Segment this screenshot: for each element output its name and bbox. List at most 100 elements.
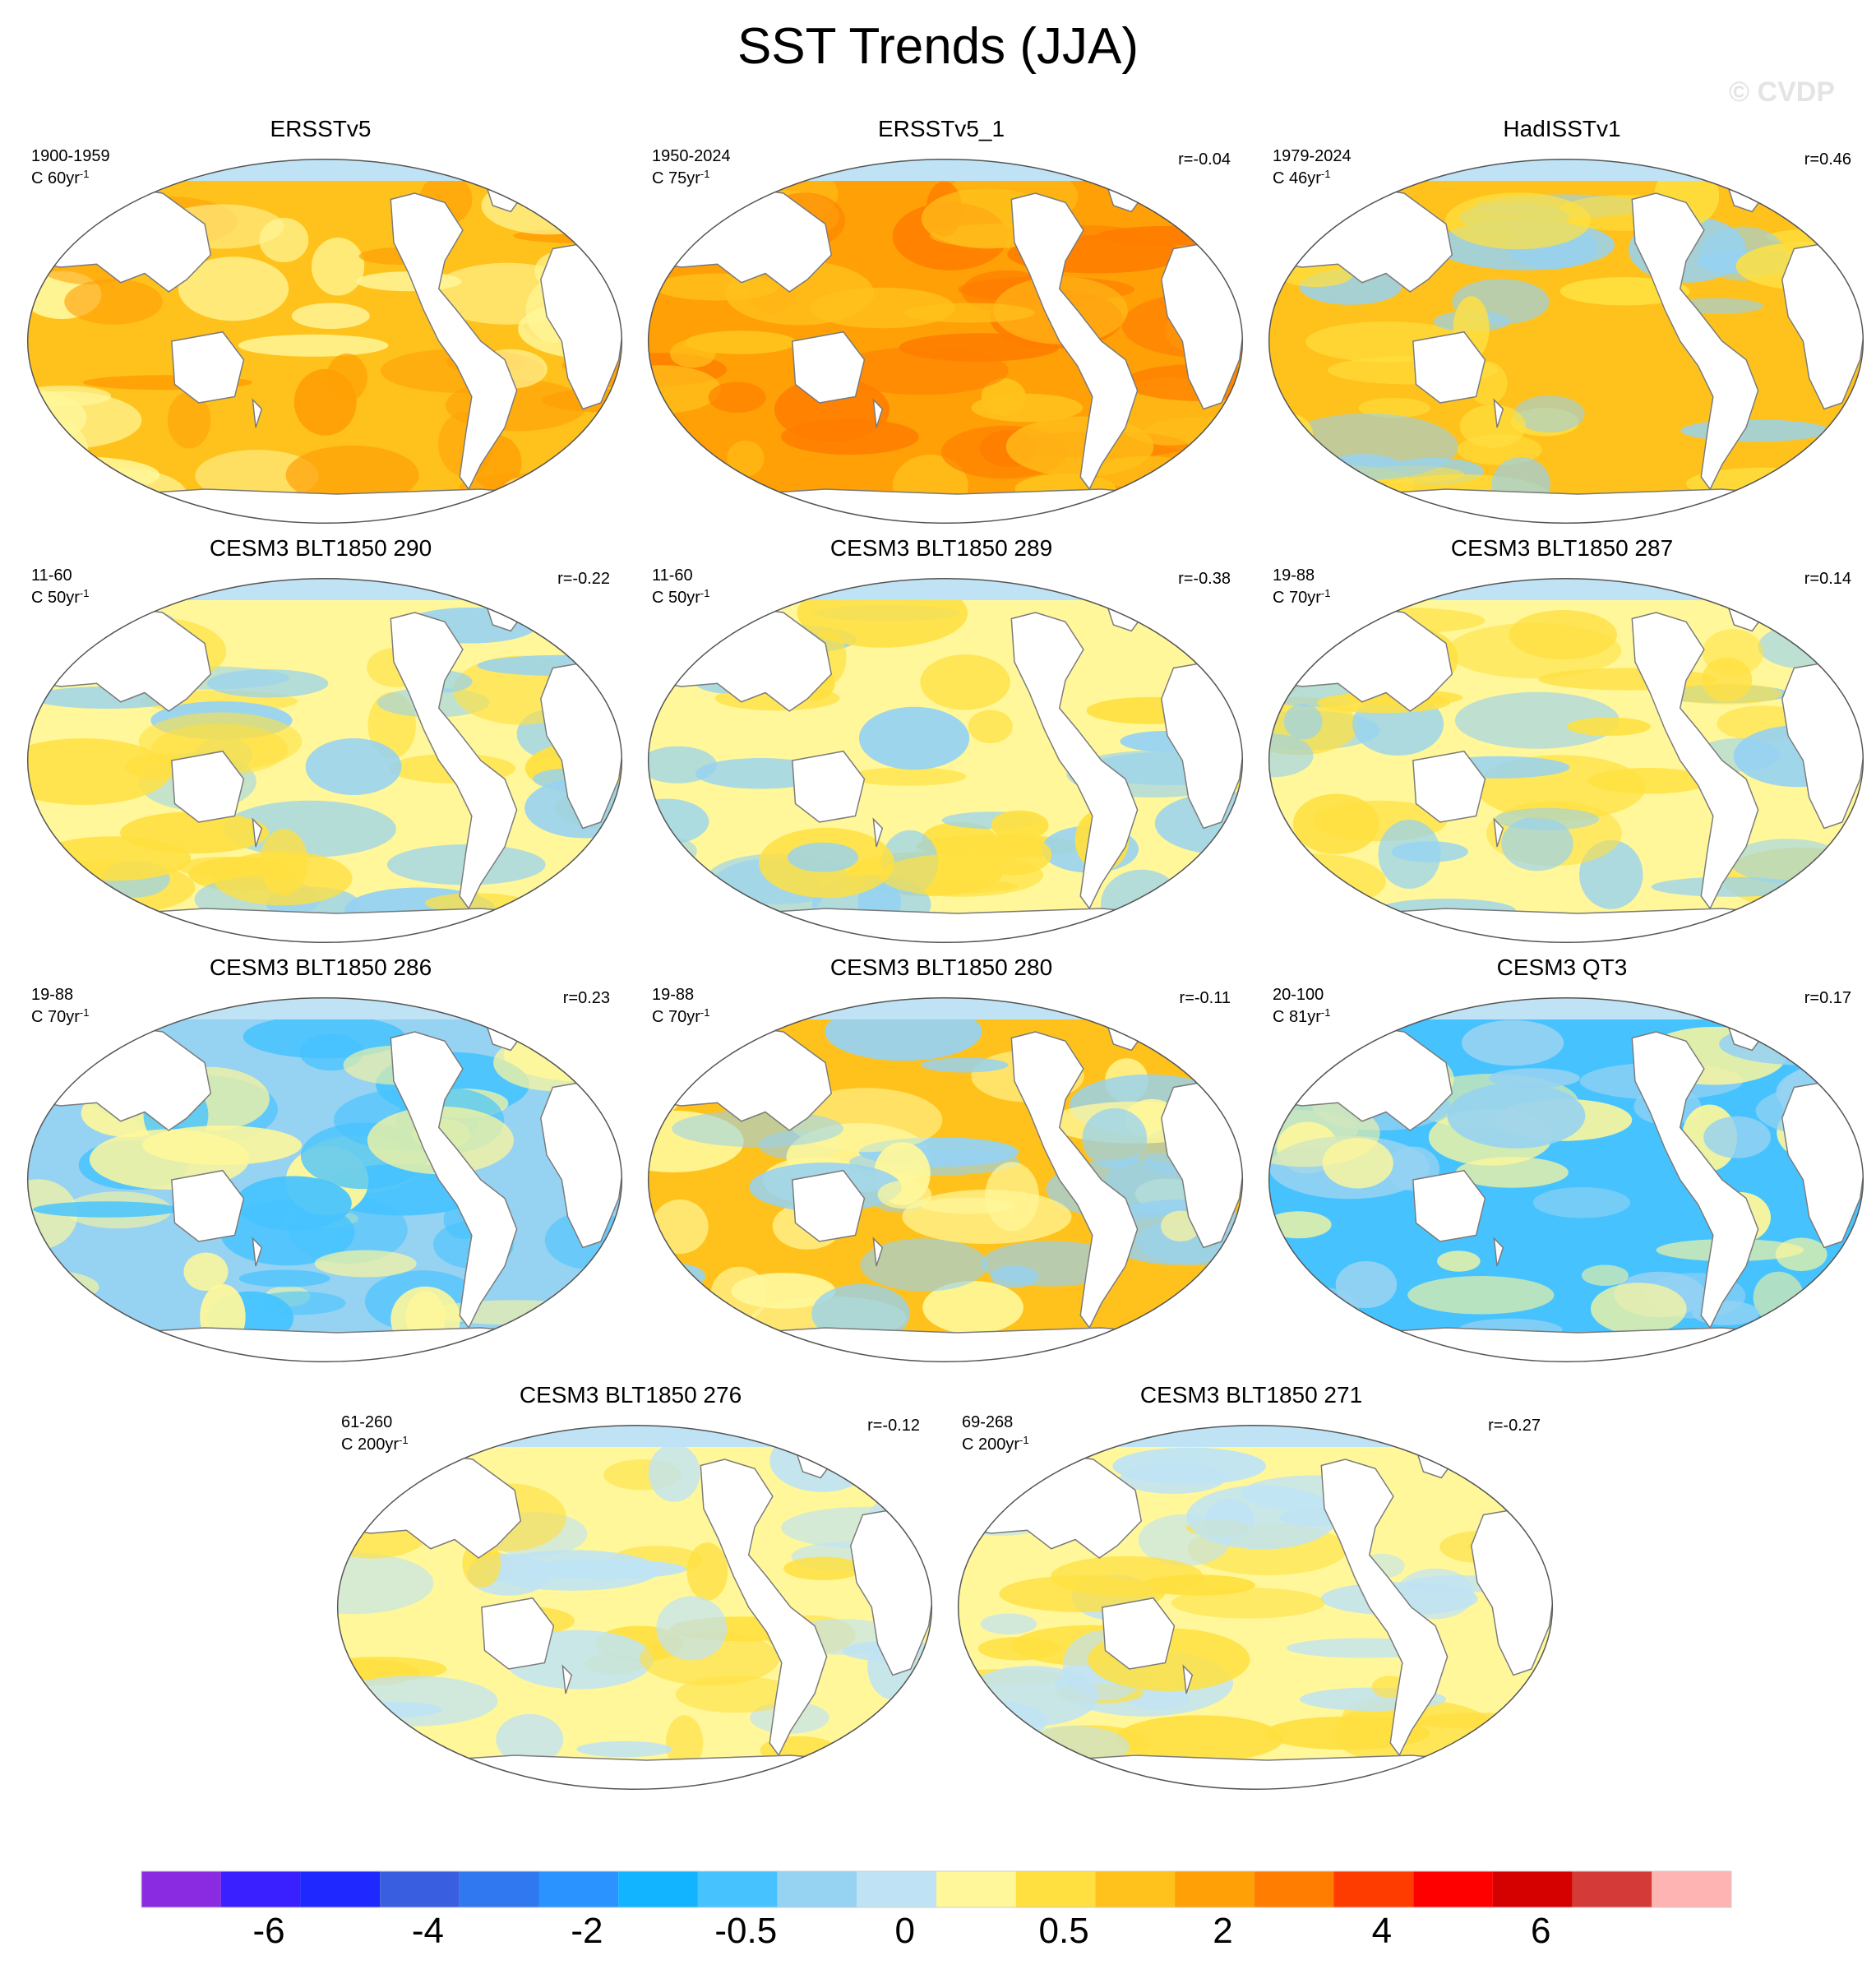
land-asia_aus (648, 1021, 884, 1267)
panel-count-text: C 50yr (31, 589, 80, 607)
sst-trend-map (1268, 997, 1864, 1362)
land-antarctica (679, 488, 1212, 524)
panel-title: CESM3 QT3 (1496, 955, 1628, 980)
colorbar-swatch (1333, 1871, 1414, 1907)
anomaly-patch (985, 1162, 1039, 1232)
colorbar-tick-label: -6 (252, 1911, 285, 1951)
sst-trend-map (1268, 159, 1864, 524)
anomaly-patch (1268, 733, 1314, 778)
colorbar-swatch (1254, 1871, 1334, 1907)
anomaly-patch (1791, 1017, 1864, 1051)
anomaly-patch (314, 1250, 417, 1278)
land-americas (1320, 1459, 1449, 1757)
anomaly-patch (1358, 398, 1431, 418)
anomaly-patch (991, 810, 1049, 840)
map-panel: ERSSTv5_1 1950-2024 C 75yr-1 r=-0.04 (637, 115, 1245, 526)
anomaly-patch (1590, 1283, 1687, 1335)
panel-count-text: C 60yr (31, 169, 80, 187)
panel-correlation: r=-0.27 (1488, 1417, 1541, 1435)
map-panel: CESM3 BLT1850 280 19-88 C 70yr-1 r=-0.11 (637, 954, 1245, 1365)
anomaly-patch (1680, 419, 1830, 442)
anomaly-patch (1268, 874, 1342, 943)
anomaly-patch (235, 1176, 352, 1231)
colorbar-swatch (1652, 1871, 1731, 1907)
anomaly-patch (1268, 1098, 1380, 1167)
anomaly-patch (27, 391, 142, 450)
colorbar-tick-label: 2 (1213, 1911, 1233, 1951)
panel-count-text: C 200yr (962, 1435, 1020, 1454)
land-antarctica (58, 1327, 591, 1362)
colorbar-swatch (141, 1871, 221, 1907)
anomaly-patch (648, 746, 717, 784)
anomaly-patch (183, 1252, 229, 1291)
colorbar-swatch (1175, 1871, 1255, 1907)
figure-title: SST Trends (JJA) (737, 18, 1139, 75)
panel-title: CESM3 BLT1850 289 (829, 535, 1053, 561)
anomaly-patch (542, 388, 622, 413)
colorbar-tick-label: 0 (894, 1911, 915, 1951)
colorbar-swatch (1572, 1871, 1652, 1907)
colorbar-swatch (538, 1871, 619, 1907)
map-panel: HadISSTv1 1979-2024 C 46yr-1 r=0.46 (1258, 115, 1866, 526)
anomaly-patch (871, 1711, 932, 1752)
panel-count: C 70yr-1 (652, 1003, 709, 1027)
anomaly-patch (1785, 1306, 1864, 1328)
anomaly-patch (860, 1238, 988, 1292)
anomaly-patch (326, 354, 367, 402)
colorbar-swatch (857, 1871, 936, 1907)
map-panel: CESM3 BLT1850 287 19-88 C 70yr-1 r=0.14 (1258, 534, 1866, 945)
map-border (647, 578, 1244, 943)
anomaly-patch (648, 798, 709, 844)
anomaly-patch (142, 1126, 303, 1165)
land-antarctica (679, 908, 1212, 943)
panel-count-text: C 70yr (1273, 589, 1321, 607)
arctic-sea-ice (648, 997, 1243, 1019)
anomaly-patch (178, 257, 289, 321)
sst-trend-map (26, 997, 623, 1362)
land-americas (700, 1459, 828, 1757)
anomaly-patch (259, 218, 309, 262)
panel-years: 19-88 (31, 986, 74, 1004)
panel-title: ERSSTv5_1 (877, 116, 1005, 141)
panel-correlation: r=0.46 (1804, 150, 1851, 169)
panel-years: 19-88 (1273, 566, 1315, 585)
panel-years: 20-100 (1273, 986, 1324, 1004)
land-antarctica (1300, 488, 1832, 524)
anomaly-patch (1283, 704, 1323, 740)
anomaly-patch (1209, 1254, 1243, 1301)
sst-trend-map (336, 1425, 933, 1790)
anomaly-patch (1447, 1083, 1586, 1149)
map-border (647, 159, 1244, 524)
colorbar-swatch (1095, 1871, 1176, 1907)
panel-title: CESM3 BLT1850 290 (209, 535, 432, 561)
anomaly-patch (669, 339, 716, 368)
panel-count: C 200yr-1 (962, 1431, 1029, 1454)
anomaly-patch (848, 767, 967, 786)
colorbar-swatch (618, 1871, 698, 1907)
anomaly-patch (311, 238, 365, 296)
colorbar-swatch (1015, 1871, 1096, 1907)
anomaly-patch (213, 851, 353, 906)
land-asia_aus (27, 183, 263, 428)
sst-trend-map (957, 1425, 1554, 1790)
anomaly-patch (665, 1715, 704, 1771)
map-panel: CESM3 QT3 20-100 C 81yr-1 r=0.17 (1258, 954, 1866, 1365)
anomaly-patch (1407, 1276, 1555, 1315)
map-border (1268, 159, 1864, 524)
land-antarctica (989, 1754, 1522, 1790)
arctic-sea-ice (27, 159, 622, 181)
arctic-sea-ice (648, 578, 1243, 600)
panel-count-exponent: -1 (700, 168, 710, 180)
anomaly-patch (496, 1713, 564, 1765)
anomaly-patch (1757, 472, 1864, 524)
panel-count-text: C 200yr (341, 1435, 400, 1454)
anomaly-patch (33, 1201, 180, 1218)
arctic-sea-ice (958, 1425, 1553, 1447)
map-border (1268, 997, 1864, 1362)
anomaly-patch (648, 1298, 719, 1354)
anomaly-patch (498, 477, 545, 522)
anomaly-patch (1702, 629, 1764, 677)
anomaly-patch (672, 1110, 843, 1148)
anomaly-patch (1268, 447, 1317, 474)
panel-count-exponent: -1 (79, 1006, 90, 1019)
